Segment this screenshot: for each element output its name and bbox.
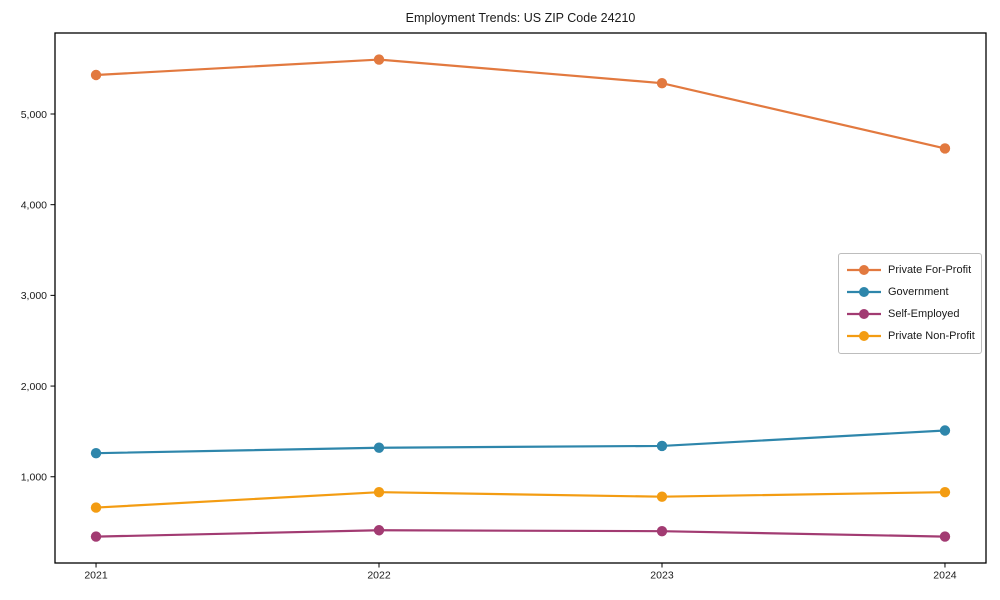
legend: Private For-Profit Government Self-Employe… <box>838 253 982 354</box>
legend-label: Self-Employed <box>888 308 960 320</box>
x-tick-label: 2023 <box>650 570 674 582</box>
y-tick-label: 5,000 <box>21 109 47 121</box>
data-point-marker <box>656 77 668 89</box>
data-point-marker <box>90 502 102 513</box>
legend-item-private-non-profit: Private Non-Profit <box>839 325 981 347</box>
series-line <box>94 491 947 509</box>
data-point-marker <box>939 143 951 154</box>
data-point-marker <box>373 486 385 498</box>
data-point-marker <box>373 525 385 536</box>
plot-border <box>54 32 987 564</box>
data-point-marker <box>90 531 102 542</box>
data-point-marker <box>939 425 951 436</box>
data-point-marker <box>939 531 951 542</box>
legend-label: Government <box>888 286 949 298</box>
series-private-for-profit <box>90 54 951 154</box>
series-line <box>94 529 947 538</box>
legend-dot <box>859 287 869 297</box>
legend-dot <box>859 309 869 319</box>
data-point-marker <box>939 486 951 498</box>
x-tick-label: 2024 <box>933 570 957 582</box>
data-point-marker <box>373 54 385 65</box>
legend-marker-icon <box>847 309 881 319</box>
data-point-marker <box>656 525 668 537</box>
series-line <box>94 58 947 150</box>
y-tick-label: 2,000 <box>21 381 47 393</box>
legend-label: Private Non-Profit <box>888 330 975 342</box>
y-tick-label: 1,000 <box>21 472 47 484</box>
legend-marker-icon <box>847 287 881 297</box>
legend-item-self-employed: Self-Employed <box>839 303 981 325</box>
series-private-non-profit <box>90 486 951 513</box>
series-self-employed <box>90 525 951 542</box>
chart-title: Employment Trends: US ZIP Code 24210 <box>405 11 636 25</box>
y-tick-label: 4,000 <box>21 199 47 211</box>
legend-marker-icon <box>847 331 881 341</box>
legend-dot <box>859 265 869 275</box>
legend-dot <box>859 331 869 341</box>
data-point-marker <box>656 440 668 452</box>
data-point-marker <box>90 447 102 459</box>
data-point-marker <box>373 442 385 453</box>
legend-item-government: Government <box>839 281 981 303</box>
series-government <box>90 425 951 459</box>
series-line <box>94 429 947 455</box>
x-tick-label: 2021 <box>84 570 108 582</box>
y-tick-label: 3,000 <box>21 290 47 302</box>
data-point-marker <box>656 491 668 502</box>
data-point-marker <box>90 69 102 81</box>
legend-label: Private For-Profit <box>888 264 972 276</box>
legend-marker-icon <box>847 265 881 275</box>
legend-item-private-for-profit: Private For-Profit <box>839 259 981 281</box>
x-tick-label: 2022 <box>367 570 391 582</box>
